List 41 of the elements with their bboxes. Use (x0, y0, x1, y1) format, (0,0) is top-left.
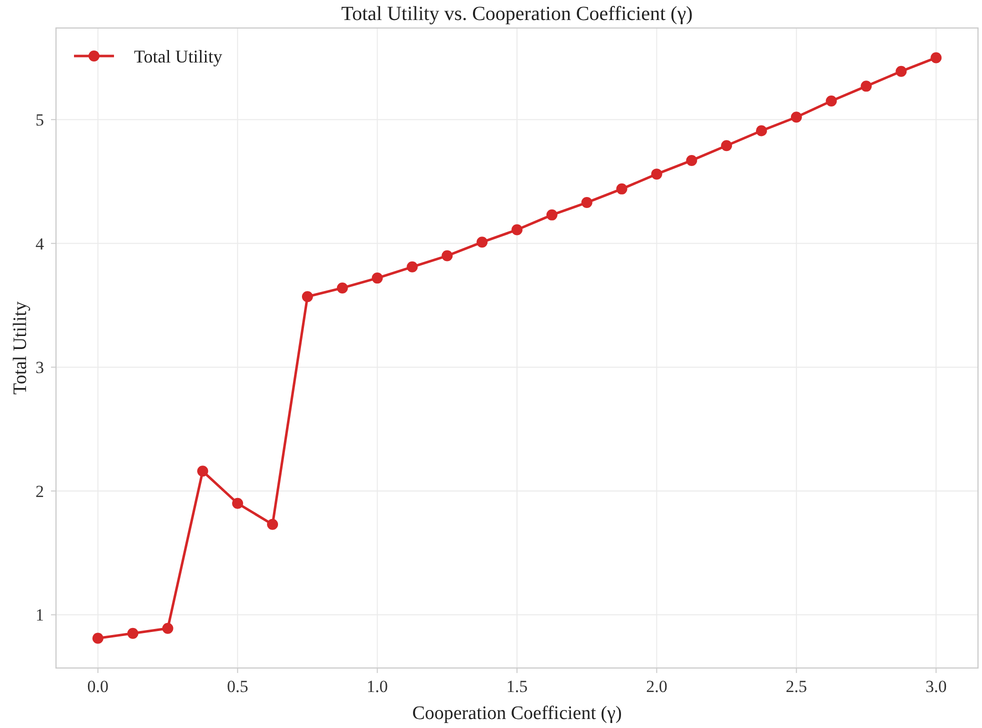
y-tick-label: 3 (36, 358, 44, 378)
point (546, 209, 558, 220)
legend-label: Total Utility (134, 46, 222, 66)
point (476, 236, 488, 248)
point (267, 518, 278, 530)
point (197, 466, 208, 477)
x-tick-label: 1.0 (366, 677, 388, 696)
point (860, 80, 872, 92)
chart-title: Total Utility vs. Cooperation Coefficient (γ) (341, 3, 693, 25)
point (127, 628, 138, 639)
y-tick-label: 1 (36, 606, 44, 625)
point (721, 140, 732, 152)
x-tick-label: 0.0 (87, 677, 109, 696)
y-tick-label: 2 (36, 482, 44, 501)
x-tick-label: 3.0 (925, 677, 947, 696)
point (896, 66, 907, 77)
x-tick-label: 0.5 (226, 677, 248, 696)
point (686, 154, 698, 166)
point (790, 112, 802, 123)
point (302, 291, 313, 302)
x-axis-title: Cooperation Coefficient (γ) (412, 703, 622, 724)
point (442, 250, 453, 262)
x-tick-label: 2.0 (646, 677, 668, 696)
point (372, 272, 383, 284)
point (232, 498, 244, 509)
point (406, 261, 418, 272)
y-tick-label: 5 (36, 110, 44, 130)
point (616, 183, 628, 194)
y-axis-title: Total Utility (10, 300, 31, 395)
point (756, 125, 767, 136)
point (930, 52, 942, 64)
point (651, 168, 662, 180)
point (92, 632, 104, 644)
point (581, 197, 592, 208)
point (512, 224, 522, 236)
y-tick-label: 4 (36, 234, 44, 254)
x-tick-label: 2.5 (786, 677, 808, 696)
point (826, 96, 837, 107)
point (336, 282, 348, 294)
point (162, 622, 174, 634)
x-tick-label: 1.5 (506, 677, 528, 696)
